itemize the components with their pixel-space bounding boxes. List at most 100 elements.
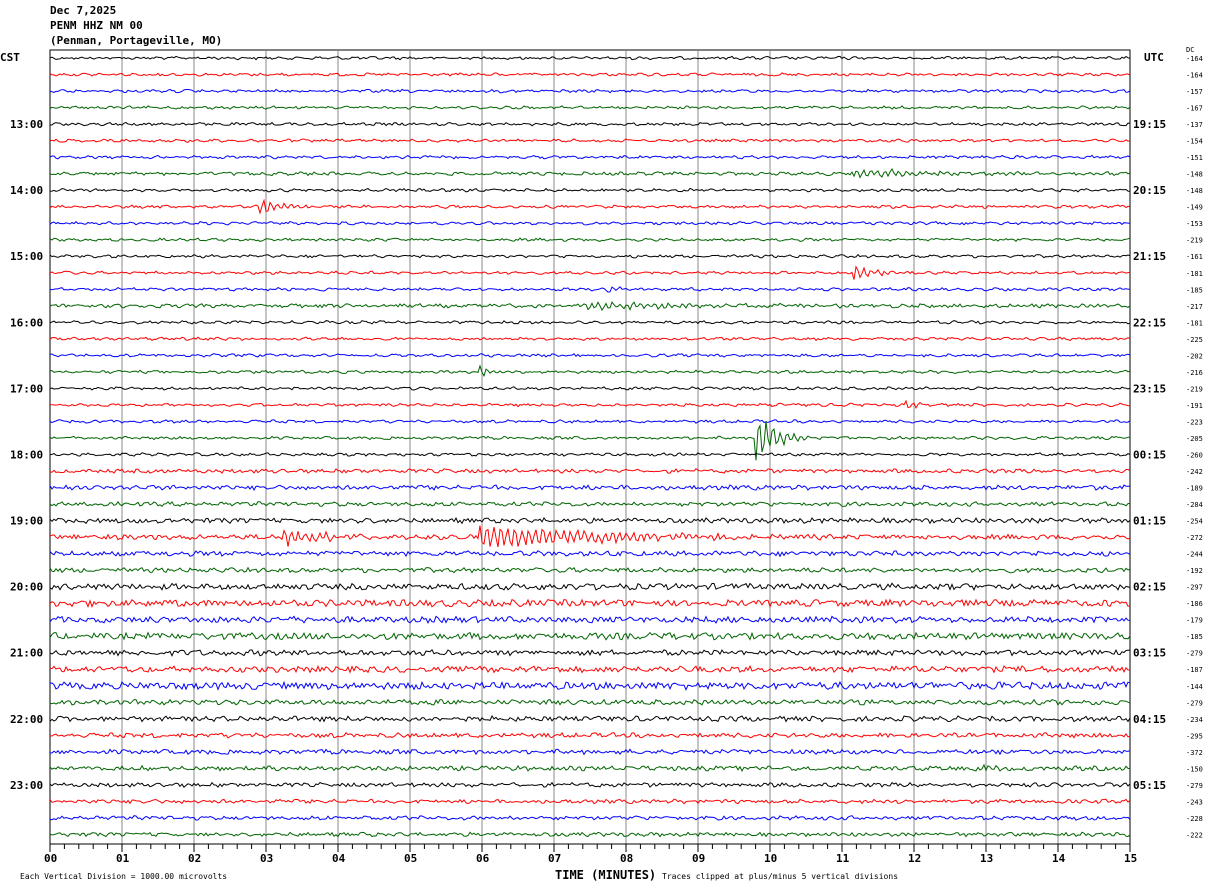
seismic-trace <box>49 831 1131 838</box>
seismic-trace <box>49 714 1131 723</box>
dc-offset-label: -151 <box>1186 154 1203 162</box>
cst-hour-label: 20:00 <box>10 581 43 594</box>
seismic-trace <box>49 336 1131 342</box>
cst-hour-label: 16:00 <box>10 316 43 329</box>
footer-scale-note: Each Vertical Division = 1000.00 microvo… <box>20 872 227 881</box>
seismic-trace <box>49 815 1131 821</box>
seismic-trace <box>49 419 1131 424</box>
seismic-trace <box>49 421 1131 461</box>
cst-hour-label: 22:00 <box>10 713 43 726</box>
seismic-trace <box>49 198 1131 215</box>
seismic-trace <box>49 286 1131 293</box>
utc-hour-label: 19:15 <box>1133 118 1166 131</box>
seismic-trace <box>49 550 1131 558</box>
dc-offset-label: -234 <box>1186 716 1203 724</box>
seismic-trace <box>49 187 1131 193</box>
dc-offset-label: -242 <box>1186 468 1203 476</box>
dc-offset-label: -149 <box>1186 204 1203 212</box>
dc-offset-label: -202 <box>1186 352 1203 360</box>
dc-offset-label: -243 <box>1186 798 1203 806</box>
dc-offset-label: -181 <box>1186 319 1203 327</box>
seismic-trace <box>49 72 1131 77</box>
x-tick-label: 10 <box>764 852 777 865</box>
seismic-trace <box>49 680 1131 691</box>
dc-offset-label: -181 <box>1186 270 1203 278</box>
seismic-trace <box>49 631 1131 641</box>
dc-offset-label: -137 <box>1186 121 1203 129</box>
dc-offset-label: -189 <box>1186 485 1203 493</box>
seismic-trace <box>49 582 1131 591</box>
x-tick-label: 08 <box>620 852 633 865</box>
dc-offset-label: -186 <box>1186 600 1203 608</box>
footer-clip-note: Traces clipped at plus/minus 5 vertical … <box>662 872 898 881</box>
chart-date: Dec 7,2025 <box>50 4 117 17</box>
dc-offset-label: -297 <box>1186 584 1203 592</box>
dc-offset-label: -179 <box>1186 617 1203 625</box>
x-tick-label: 03 <box>260 852 273 865</box>
seismic-trace <box>49 386 1131 391</box>
x-tick-label: 09 <box>692 852 705 865</box>
dc-offset-label: -228 <box>1186 815 1203 823</box>
cst-hour-label: 15:00 <box>10 250 43 263</box>
cst-hour-label: 14:00 <box>10 184 43 197</box>
utc-hour-label: 22:15 <box>1133 316 1166 329</box>
seismic-trace <box>49 364 1131 378</box>
station-name: PENM HHZ NM 00 <box>50 19 143 32</box>
dc-offset-label: -219 <box>1186 385 1203 393</box>
dc-offset-label: -153 <box>1186 220 1203 228</box>
dc-offset-label: -148 <box>1186 187 1203 195</box>
seismic-trace <box>49 468 1131 474</box>
x-tick-label: 13 <box>980 852 993 865</box>
x-tick-label: 04 <box>332 852 346 865</box>
seismic-trace <box>49 763 1131 772</box>
plot-frame <box>49 49 1131 845</box>
seismic-trace <box>49 265 1131 280</box>
x-tick-label: 05 <box>404 852 417 865</box>
cst-hour-label: 21:00 <box>10 647 43 660</box>
seismic-trace <box>49 516 1131 525</box>
utc-hour-label: 21:15 <box>1133 250 1166 263</box>
seismic-trace <box>49 55 1131 61</box>
utc-hour-label: 02:15 <box>1133 581 1166 594</box>
seismic-trace <box>49 237 1131 242</box>
dc-offset-label: -279 <box>1186 699 1203 707</box>
dc-offset-label: -225 <box>1186 336 1203 344</box>
dc-offset-label: -223 <box>1186 418 1203 426</box>
x-tick-label: 00 <box>44 852 57 865</box>
seismic-trace <box>49 121 1131 127</box>
seismic-trace <box>49 664 1131 674</box>
x-tick-label: 11 <box>836 852 850 865</box>
dc-offset-label: -187 <box>1186 666 1203 674</box>
dc-offset-label: -167 <box>1186 105 1203 113</box>
seismic-trace <box>49 698 1131 706</box>
seismic-trace <box>49 648 1131 657</box>
x-tick-label: 12 <box>908 852 921 865</box>
utc-hour-label: 03:15 <box>1133 647 1166 660</box>
dc-offset-label: -164 <box>1186 72 1203 80</box>
seismic-trace <box>49 399 1131 410</box>
seismic-trace <box>49 615 1131 624</box>
seismic-trace <box>49 353 1131 358</box>
seismic-trace <box>49 320 1131 325</box>
dc-offset-label: -244 <box>1186 551 1203 559</box>
seismic-trace <box>49 501 1131 507</box>
dc-offset-label: -157 <box>1186 88 1203 96</box>
dc-offset-label: -254 <box>1186 518 1203 526</box>
x-tick-label: 06 <box>476 852 490 865</box>
station-location: (Penman, Portageville, MO) <box>50 34 223 47</box>
x-tick-label: 07 <box>548 852 561 865</box>
dc-offset-label: -260 <box>1186 451 1203 459</box>
seismic-trace <box>49 731 1131 739</box>
dc-offset-label: -185 <box>1186 633 1203 641</box>
x-axis-label: TIME (MINUTES) <box>555 868 656 882</box>
seismic-trace <box>49 167 1131 179</box>
x-tick-label: 02 <box>188 852 201 865</box>
cst-hour-label: 19:00 <box>10 515 43 528</box>
dc-offset-label: -279 <box>1186 782 1203 790</box>
utc-hour-label: 04:15 <box>1133 713 1166 726</box>
cst-hour-label: 23:00 <box>10 779 43 792</box>
dc-offset-label: -284 <box>1186 501 1203 509</box>
utc-hour-label: 00:15 <box>1133 448 1166 461</box>
dc-offset-label: -164 <box>1186 55 1203 63</box>
